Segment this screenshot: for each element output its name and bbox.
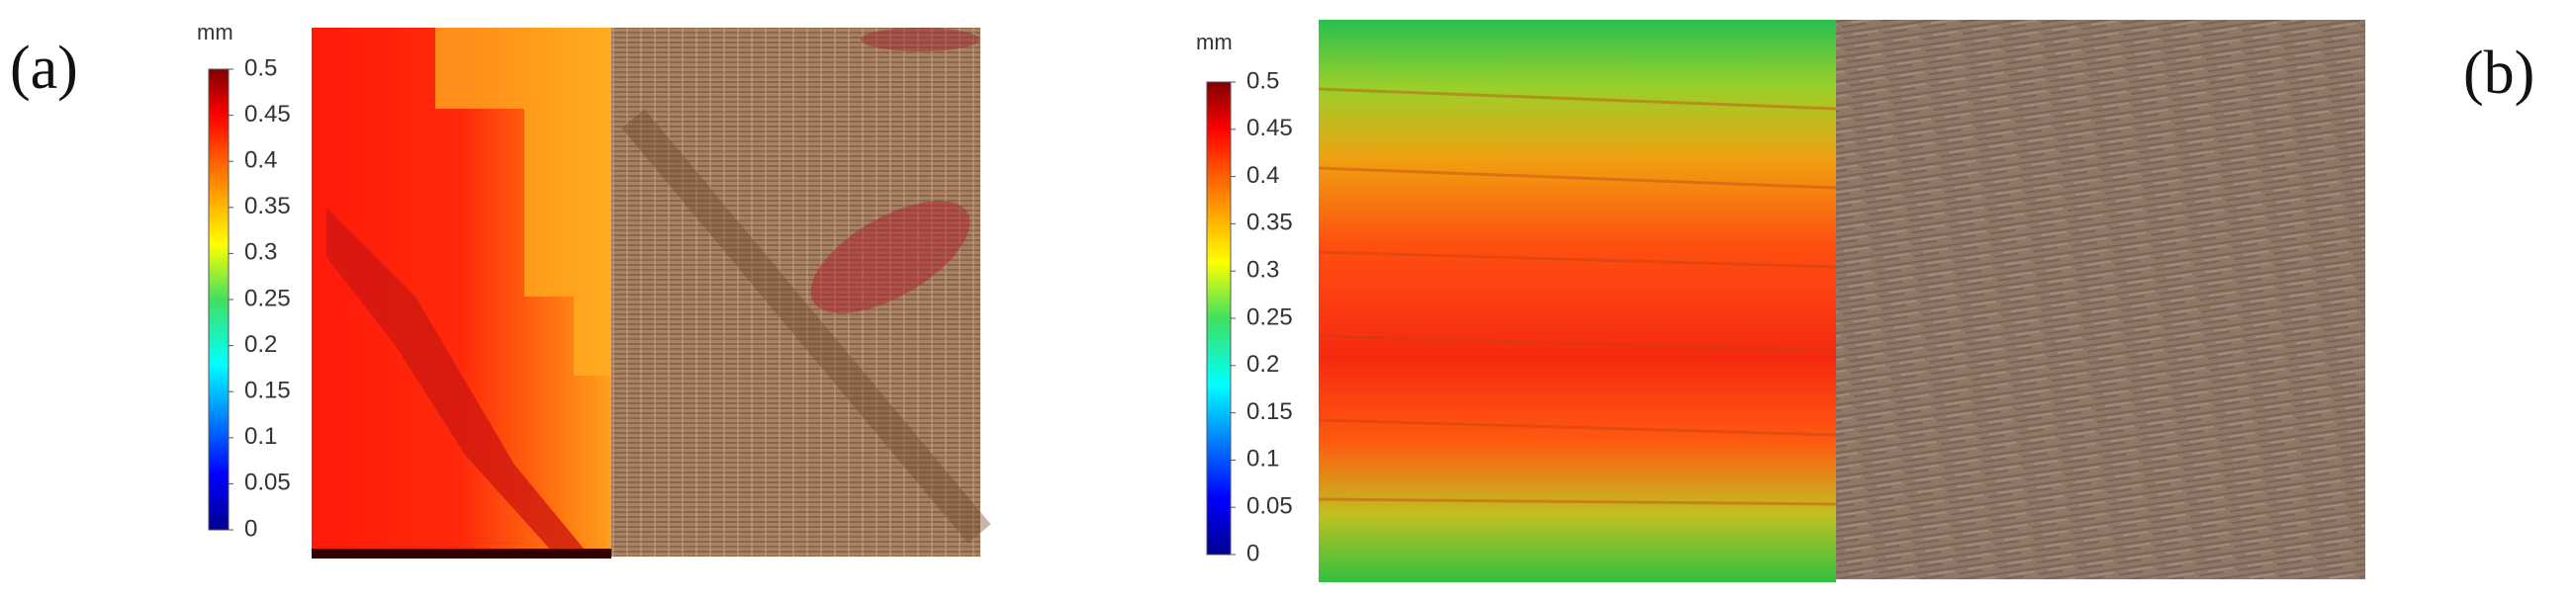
- colorbar-tick-label: 0.45: [244, 101, 291, 128]
- colorbar-tick-label: 0.3: [1246, 257, 1279, 284]
- colorbar-tick-label: 0.05: [1246, 493, 1293, 520]
- colorbar-tick-label: 0.15: [1246, 398, 1293, 425]
- colorbar-tick-label: 0.25: [1246, 303, 1293, 330]
- colorbar: [208, 68, 230, 531]
- colorbar-tick-label: 0.4: [1246, 162, 1279, 189]
- colorbar-tick-label: 0: [244, 515, 257, 542]
- deviation-ridge: [326, 208, 584, 554]
- panel: (b) mm 0 0.05 0.1 0.15 0.2 0.25 0.3 0.35 0.4 0.45 0.…: [1196, 30, 2534, 566]
- colorbar-tick-label: 0.35: [1246, 210, 1293, 236]
- colorbar-tick-label: 0.15: [244, 378, 291, 404]
- colorbar-tick-label: 0.2: [1246, 351, 1279, 378]
- wood-photo: [1836, 20, 2365, 579]
- wood-crease: [621, 109, 991, 544]
- panel-label: (b): [2463, 40, 2534, 107]
- colorbar-tick-label: 0.1: [1246, 446, 1279, 473]
- map-edge: [312, 549, 611, 559]
- colorbar-tick-label: 0.45: [1246, 115, 1293, 141]
- deviation-region: [435, 28, 611, 376]
- colorbar-unit: mm: [1196, 30, 1233, 54]
- deviation-map: [1319, 20, 1836, 582]
- stain: [861, 28, 979, 51]
- colorbar-tick-label: 0.5: [244, 54, 277, 81]
- wood-photo: [611, 28, 980, 557]
- colorbar-tick-label: 0.05: [244, 470, 291, 496]
- colorbar-tick-label: 0.5: [1246, 67, 1279, 94]
- panel-label: (a): [10, 35, 78, 102]
- panel: (a) mm 0 0.05 0.1 0.15 0.2 0.25 0.3 0.35 0.4 0.45 0.…: [10, 20, 291, 542]
- colorbar-tick-label: 0.4: [244, 147, 277, 174]
- colorbar-tick-label: 0.2: [244, 331, 277, 358]
- scan-seams: [1318, 87, 1837, 506]
- colorbar-tick-label: 0.25: [244, 285, 291, 311]
- colorbar-tick-label: 0.3: [244, 239, 277, 266]
- colorbar-tick-label: 0.1: [244, 423, 277, 450]
- colorbar: [1206, 81, 1232, 556]
- stain: [810, 201, 970, 313]
- colorbar-tick-label: 0.35: [244, 193, 291, 219]
- colorbar-tick-label: 0: [1246, 540, 1259, 566]
- colorbar-unit: mm: [197, 20, 233, 44]
